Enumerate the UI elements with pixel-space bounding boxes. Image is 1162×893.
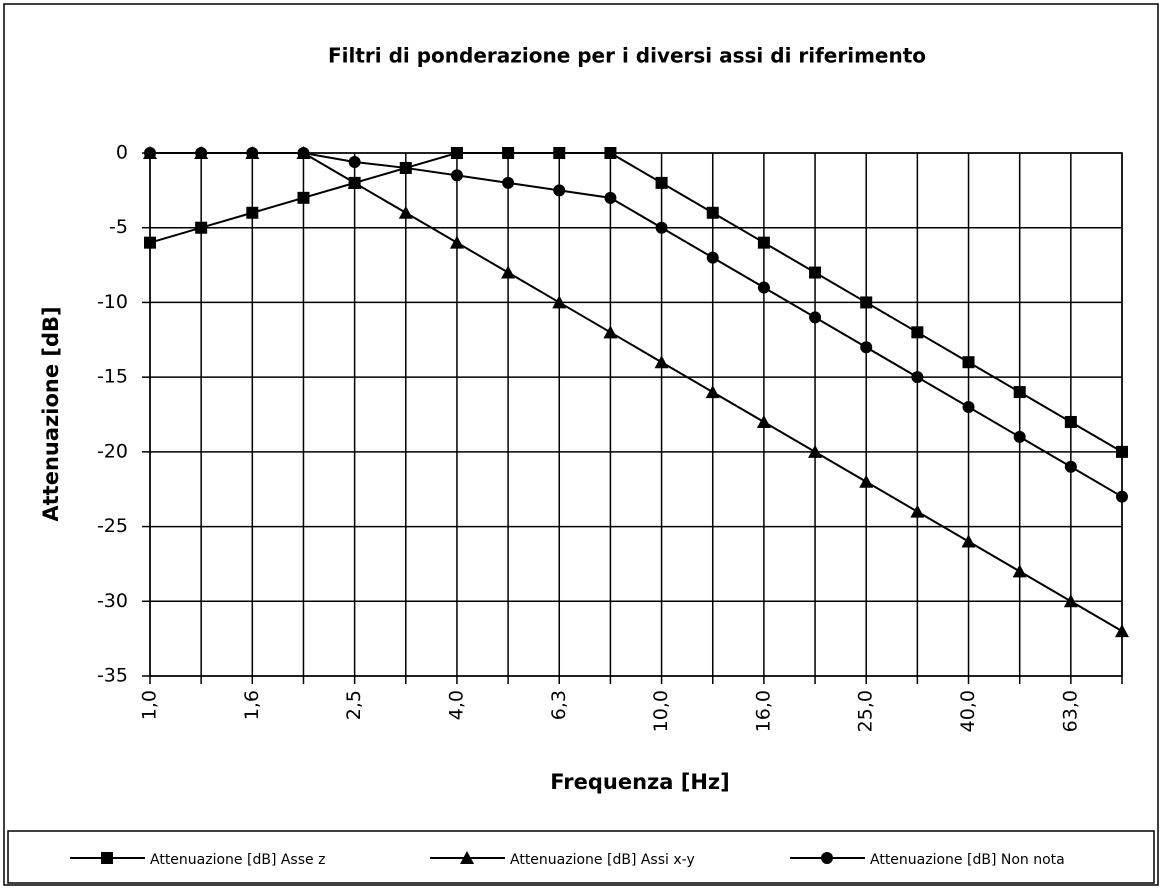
marker <box>460 851 474 864</box>
marker <box>502 147 515 159</box>
legend-label: Attenuazione [dB] Non nota <box>870 852 1065 868</box>
marker <box>821 852 833 864</box>
marker <box>347 175 362 189</box>
marker <box>860 341 873 354</box>
x-tick-label: 25,0 <box>855 690 877 732</box>
marker <box>860 296 873 309</box>
marker <box>1115 624 1129 638</box>
series-line <box>150 152 1123 633</box>
marker <box>552 295 567 309</box>
chart-title: Filtri di ponderazione per i diversi ass… <box>328 44 926 68</box>
marker <box>195 221 208 234</box>
marker <box>450 147 463 159</box>
marker <box>553 147 566 159</box>
x-tick-label: 16,0 <box>752 690 774 732</box>
marker <box>706 206 719 219</box>
x-tick-label: 10,0 <box>650 690 672 732</box>
y-tick-label: -15 <box>97 366 128 388</box>
legend-label: Attenuazione [dB] Asse z <box>150 852 325 868</box>
marker <box>195 147 208 159</box>
x-tick-label: 1,6 <box>241 690 263 720</box>
marker <box>101 852 113 864</box>
marker <box>655 221 668 234</box>
marker <box>246 206 259 219</box>
x-tick-label: 1,0 <box>139 690 161 720</box>
marker <box>246 147 259 159</box>
y-tick-label: -20 <box>97 440 128 462</box>
marker <box>809 311 822 324</box>
marker <box>398 205 413 219</box>
marker <box>808 444 823 458</box>
y-tick-label: -35 <box>97 665 128 687</box>
marker <box>1013 386 1026 399</box>
marker <box>757 236 770 249</box>
chart-border <box>3 3 1159 886</box>
y-tick-label: -10 <box>97 291 128 313</box>
marker <box>1012 564 1027 578</box>
marker <box>297 147 310 159</box>
series-line <box>149 152 1123 453</box>
marker <box>297 191 310 204</box>
marker <box>449 235 464 249</box>
plot-border <box>149 152 1123 677</box>
marker <box>911 326 924 339</box>
marker <box>450 169 463 182</box>
marker <box>553 184 566 197</box>
marker <box>1116 445 1128 458</box>
marker <box>655 176 668 189</box>
marker <box>1064 415 1077 428</box>
marker <box>604 191 617 204</box>
marker <box>501 265 516 279</box>
x-tick-label: 40,0 <box>957 690 979 732</box>
marker <box>348 155 361 168</box>
marker <box>910 504 925 518</box>
y-tick-label: 0 <box>116 142 128 164</box>
marker <box>1063 594 1078 608</box>
marker <box>144 236 156 249</box>
marker <box>1013 430 1026 443</box>
marker <box>1116 490 1128 503</box>
y-tick-label: -25 <box>97 515 128 537</box>
marker <box>962 401 975 414</box>
legend-label: Attenuazione [dB] Assi x-y <box>510 852 695 868</box>
y-axis-label: Attenuazione [dB] <box>39 306 63 521</box>
marker <box>706 251 719 264</box>
marker <box>502 176 515 189</box>
marker <box>1064 460 1077 473</box>
x-axis-label: Frequenza [Hz] <box>550 770 729 794</box>
marker <box>144 147 156 159</box>
x-tick-label: 63,0 <box>1059 690 1081 732</box>
x-tick-label: 4,0 <box>445 690 467 720</box>
marker <box>757 281 770 294</box>
marker <box>809 266 822 279</box>
marker <box>603 325 618 339</box>
series-line <box>150 152 1123 498</box>
marker <box>961 534 976 548</box>
marker <box>859 474 874 488</box>
x-tick-label: 6,3 <box>548 690 570 720</box>
marker <box>705 385 720 399</box>
marker <box>756 414 771 428</box>
y-tick-label: -30 <box>97 590 128 612</box>
y-tick-label: -5 <box>109 216 128 238</box>
legend-box <box>7 830 1155 884</box>
marker <box>962 356 975 369</box>
marker <box>604 147 617 159</box>
marker <box>654 355 669 369</box>
marker <box>911 371 924 384</box>
x-tick-label: 2,5 <box>343 690 365 720</box>
marker <box>399 161 412 174</box>
